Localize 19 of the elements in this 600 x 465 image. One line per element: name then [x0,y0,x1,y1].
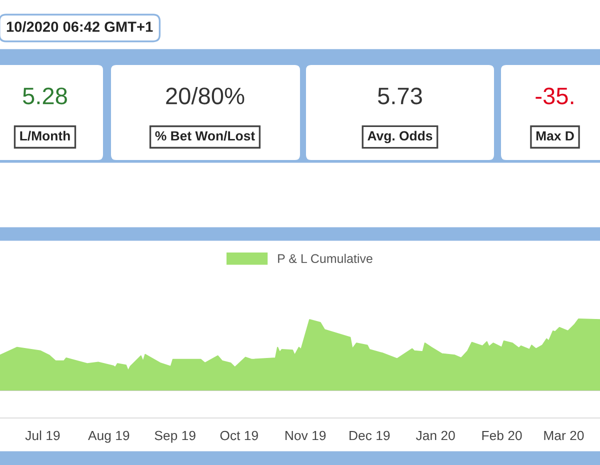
text: 10/2020 06:42 GMT+1 [6,21,153,32]
x-tick-label: Jan 20 [416,430,455,440]
category-label: -35. [536,88,574,104]
x-tick-label: Dec 19 [350,430,390,440]
legend-label: P & L Cumulative [278,254,372,264]
x-tick-label: Sep 19 [154,430,196,443]
text: % Bet Won/Lost [155,130,255,141]
category-label: 20/80% [166,86,244,104]
text: Max D [536,131,574,141]
text: L/Month [20,130,70,141]
x-tick-label: Aug 19 [88,430,130,443]
category-label: 5.28 [22,88,67,104]
text: Avg. Odds [368,130,432,144]
x-tick-label: Nov 19 [286,430,326,440]
x-tick-label: Feb 20 [482,430,522,440]
x-tick-label: Oct 19 [220,430,258,440]
category-label: 5.73 [378,88,422,104]
x-tick-label: Jul 19 [25,430,60,440]
x-tick-label: Mar 20 [544,430,584,440]
